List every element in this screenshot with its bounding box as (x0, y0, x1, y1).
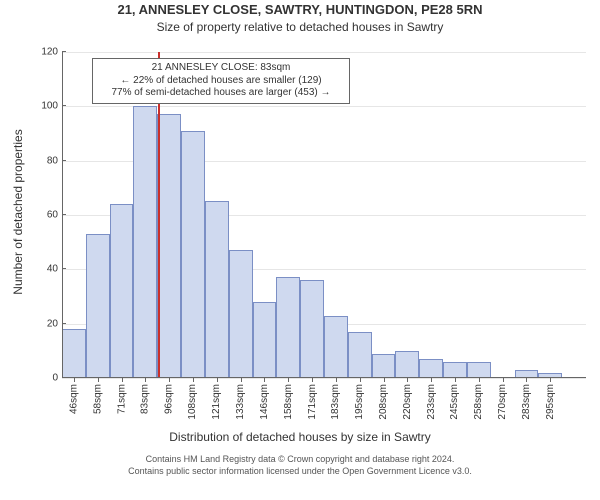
histogram-bar (395, 351, 419, 378)
histogram-bar (229, 250, 253, 378)
footer: Contains HM Land Registry data © Crown c… (0, 454, 600, 477)
y-tick-mark (62, 214, 66, 215)
x-tick-mark (241, 378, 242, 382)
annotation-box: 21 ANNESLEY CLOSE: 83sqm ← 22% of detach… (92, 58, 350, 104)
histogram-bar (348, 332, 372, 378)
x-tick-mark (122, 378, 123, 382)
x-tick-label: 158sqm (283, 384, 294, 420)
x-tick-mark (550, 378, 551, 382)
y-tick-label: 40 (47, 264, 58, 275)
x-tick-mark (169, 378, 170, 382)
footer-line: Contains public sector information licen… (0, 466, 600, 478)
histogram-bar (62, 329, 86, 378)
x-tick-label: 133sqm (235, 384, 246, 420)
histogram-bar (467, 362, 491, 378)
x-tick-label: 58sqm (92, 384, 103, 414)
x-tick-label: 258sqm (473, 384, 484, 420)
y-axis: 020406080100120 (0, 52, 62, 378)
histogram-bar (181, 131, 205, 378)
x-tick-label: 46sqm (68, 384, 79, 414)
y-tick-label: 80 (47, 155, 58, 166)
x-tick-mark (98, 378, 99, 382)
histogram-bar (253, 302, 277, 378)
x-tick-label: 108sqm (188, 384, 199, 420)
histogram-bar (372, 354, 396, 378)
x-tick-label: 270sqm (497, 384, 508, 420)
x-tick-mark (145, 378, 146, 382)
histogram-bar (86, 234, 110, 378)
chart-title: 21, ANNESLEY CLOSE, SAWTRY, HUNTINGDON, … (0, 2, 600, 17)
histogram-bar (133, 106, 157, 378)
x-tick-label: 208sqm (378, 384, 389, 420)
x-tick-mark (526, 378, 527, 382)
x-tick-mark (74, 378, 75, 382)
annotation-line: ← 22% of detached houses are smaller (12… (99, 75, 343, 88)
x-tick-mark (336, 378, 337, 382)
y-axis-label: Number of detached properties (11, 112, 25, 312)
x-tick-mark (479, 378, 480, 382)
x-tick-label: 283sqm (521, 384, 532, 420)
grid-line (62, 52, 586, 53)
chart-subtitle: Size of property relative to detached ho… (0, 20, 600, 34)
y-tick-mark (62, 105, 66, 106)
histogram-bar (110, 204, 134, 378)
y-tick-label: 100 (41, 101, 58, 112)
x-tick-label: 96sqm (164, 384, 175, 414)
x-tick-mark (193, 378, 194, 382)
y-tick-mark (62, 160, 66, 161)
histogram-bar (157, 114, 181, 378)
y-tick-label: 20 (47, 318, 58, 329)
x-tick-label: 220sqm (402, 384, 413, 420)
x-tick-label: 183sqm (330, 384, 341, 420)
axis-line (62, 52, 63, 378)
x-tick-mark (455, 378, 456, 382)
x-tick-mark (503, 378, 504, 382)
y-tick-label: 0 (52, 373, 58, 384)
annotation-line: 77% of semi-detached houses are larger (… (99, 87, 343, 100)
x-tick-mark (384, 378, 385, 382)
x-tick-mark (407, 378, 408, 382)
x-axis-label: Distribution of detached houses by size … (0, 430, 600, 444)
x-tick-label: 295sqm (545, 384, 556, 420)
histogram-bar (300, 280, 324, 378)
x-tick-mark (431, 378, 432, 382)
x-tick-label: 83sqm (140, 384, 151, 414)
x-tick-mark (360, 378, 361, 382)
x-tick-label: 121sqm (211, 384, 222, 420)
histogram-bar (205, 201, 229, 378)
x-tick-label: 195sqm (354, 384, 365, 420)
x-tick-mark (312, 378, 313, 382)
x-tick-label: 146sqm (259, 384, 270, 420)
y-tick-label: 120 (41, 47, 58, 58)
x-tick-label: 71sqm (116, 384, 127, 414)
histogram-bar (443, 362, 467, 378)
annotation-line: 21 ANNESLEY CLOSE: 83sqm (99, 62, 343, 75)
x-tick-label: 245sqm (450, 384, 461, 420)
x-axis: 46sqm 58sqm 71sqm 83sqm 96sqm 108sqm 121sqm 133… (62, 378, 586, 428)
y-tick-mark (62, 323, 66, 324)
histogram-bar (276, 277, 300, 378)
y-tick-mark (62, 268, 66, 269)
y-tick-mark (62, 51, 66, 52)
x-tick-mark (217, 378, 218, 382)
y-tick-label: 60 (47, 210, 58, 221)
footer-line: Contains HM Land Registry data © Crown c… (0, 454, 600, 466)
histogram-bar (419, 359, 443, 378)
x-tick-label: 171sqm (307, 384, 318, 420)
x-tick-mark (288, 378, 289, 382)
x-tick-label: 233sqm (426, 384, 437, 420)
histogram-bar (324, 316, 348, 378)
x-tick-mark (264, 378, 265, 382)
